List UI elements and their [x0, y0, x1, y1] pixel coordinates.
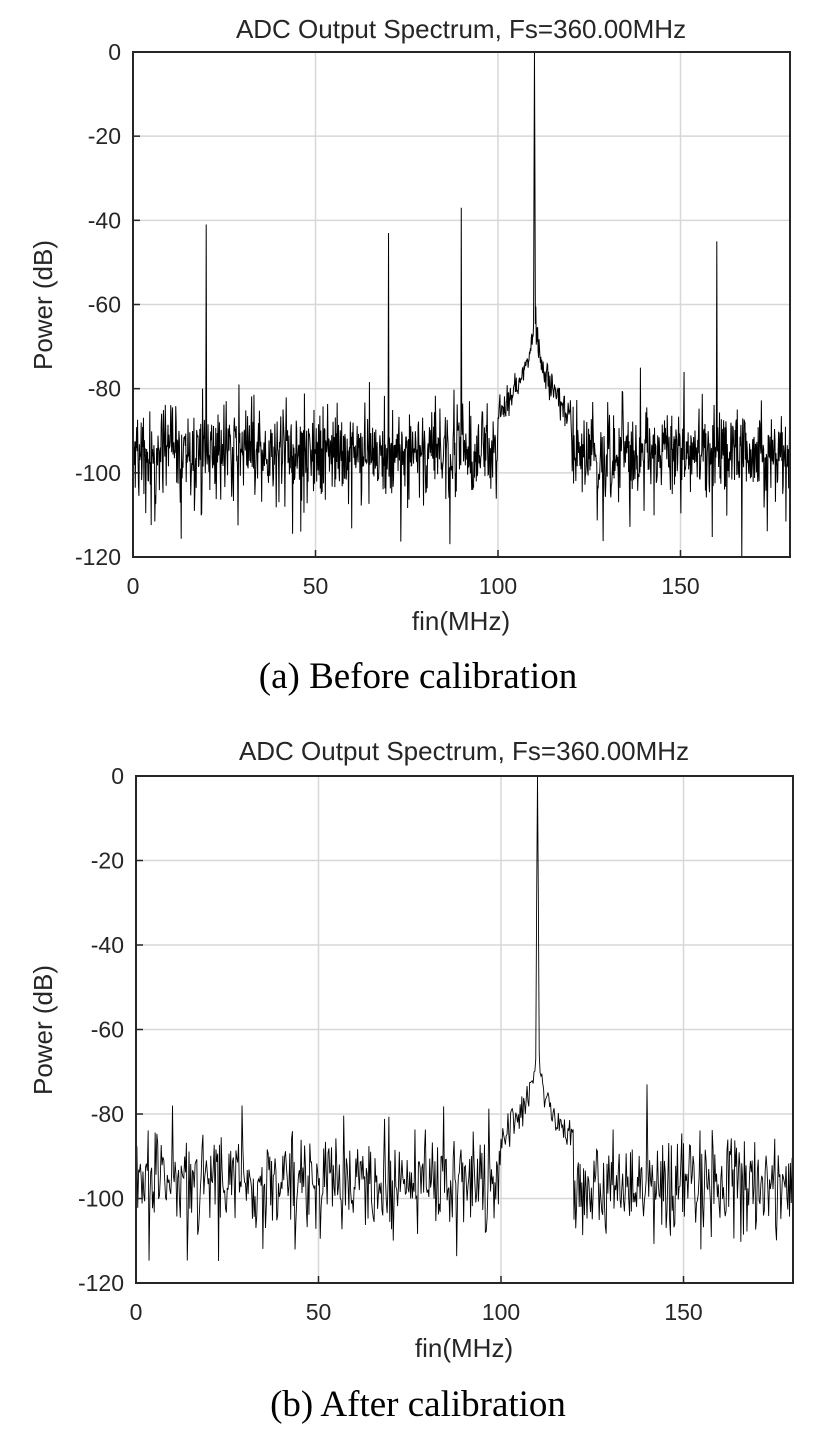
caption-b: (b) After calibration	[270, 1384, 566, 1425]
x-tick-label: 100	[479, 573, 517, 599]
ticks-b: 0 50 100 150 0 -20 -40 -60 -80 -100 -120	[78, 763, 703, 1325]
x-tick-label: 50	[306, 1299, 332, 1325]
spectrum-trace-a	[132, 51, 791, 558]
y-tick-label: -20	[88, 123, 121, 149]
y-tick-label: -60	[91, 1017, 124, 1043]
chart-panel-a: 0 50 100 150 0 -20 -40 -60 -80 -100 -120 ADC Outpu…	[28, 14, 791, 697]
x-tick-label: 50	[303, 573, 329, 599]
spectrum-trace-b	[135, 775, 794, 1262]
y-tick-label: -60	[88, 292, 121, 318]
y-tick-label: -80	[91, 1101, 124, 1127]
x-tick-label: 150	[664, 1299, 702, 1325]
x-tick-label: 0	[127, 573, 140, 599]
ticks-a: 0 50 100 150 0 -20 -40 -60 -80 -100 -120	[75, 39, 700, 599]
y-tick-label: -20	[91, 848, 124, 874]
caption-a: (a) Before calibration	[259, 656, 577, 697]
spectrum-line	[135, 775, 794, 1262]
y-tick-label: 0	[111, 763, 124, 789]
spectrum-line	[132, 51, 791, 558]
y-tick-label: -120	[75, 544, 121, 570]
y-tick-label: -40	[91, 932, 124, 958]
x-axis-label-b: fin(MHz)	[415, 1333, 513, 1363]
x-tick-label: 100	[482, 1299, 520, 1325]
x-tick-label: 0	[130, 1299, 143, 1325]
y-tick-label: -100	[78, 1186, 124, 1212]
chart-title-b: ADC Output Spectrum, Fs=360.00MHz	[239, 736, 689, 766]
y-axis-label-a: Power (dB)	[28, 240, 58, 370]
y-tick-label: -120	[78, 1270, 124, 1296]
y-tick-label: -100	[75, 460, 121, 486]
chart-title-a: ADC Output Spectrum, Fs=360.00MHz	[236, 14, 686, 44]
plot-frame-b	[135, 775, 794, 1284]
x-axis-label-a: fin(MHz)	[412, 606, 510, 636]
y-tick-label: -80	[88, 376, 121, 402]
y-tick-label: -40	[88, 207, 121, 233]
y-axis-label-b: Power (dB)	[28, 965, 58, 1095]
x-tick-label: 150	[661, 573, 699, 599]
plot-frame-a	[132, 51, 791, 558]
chart-panel-b: 0 50 100 150 0 -20 -40 -60 -80 -100 -120 ADC Outpu…	[28, 736, 794, 1425]
y-tick-label: 0	[108, 39, 121, 65]
